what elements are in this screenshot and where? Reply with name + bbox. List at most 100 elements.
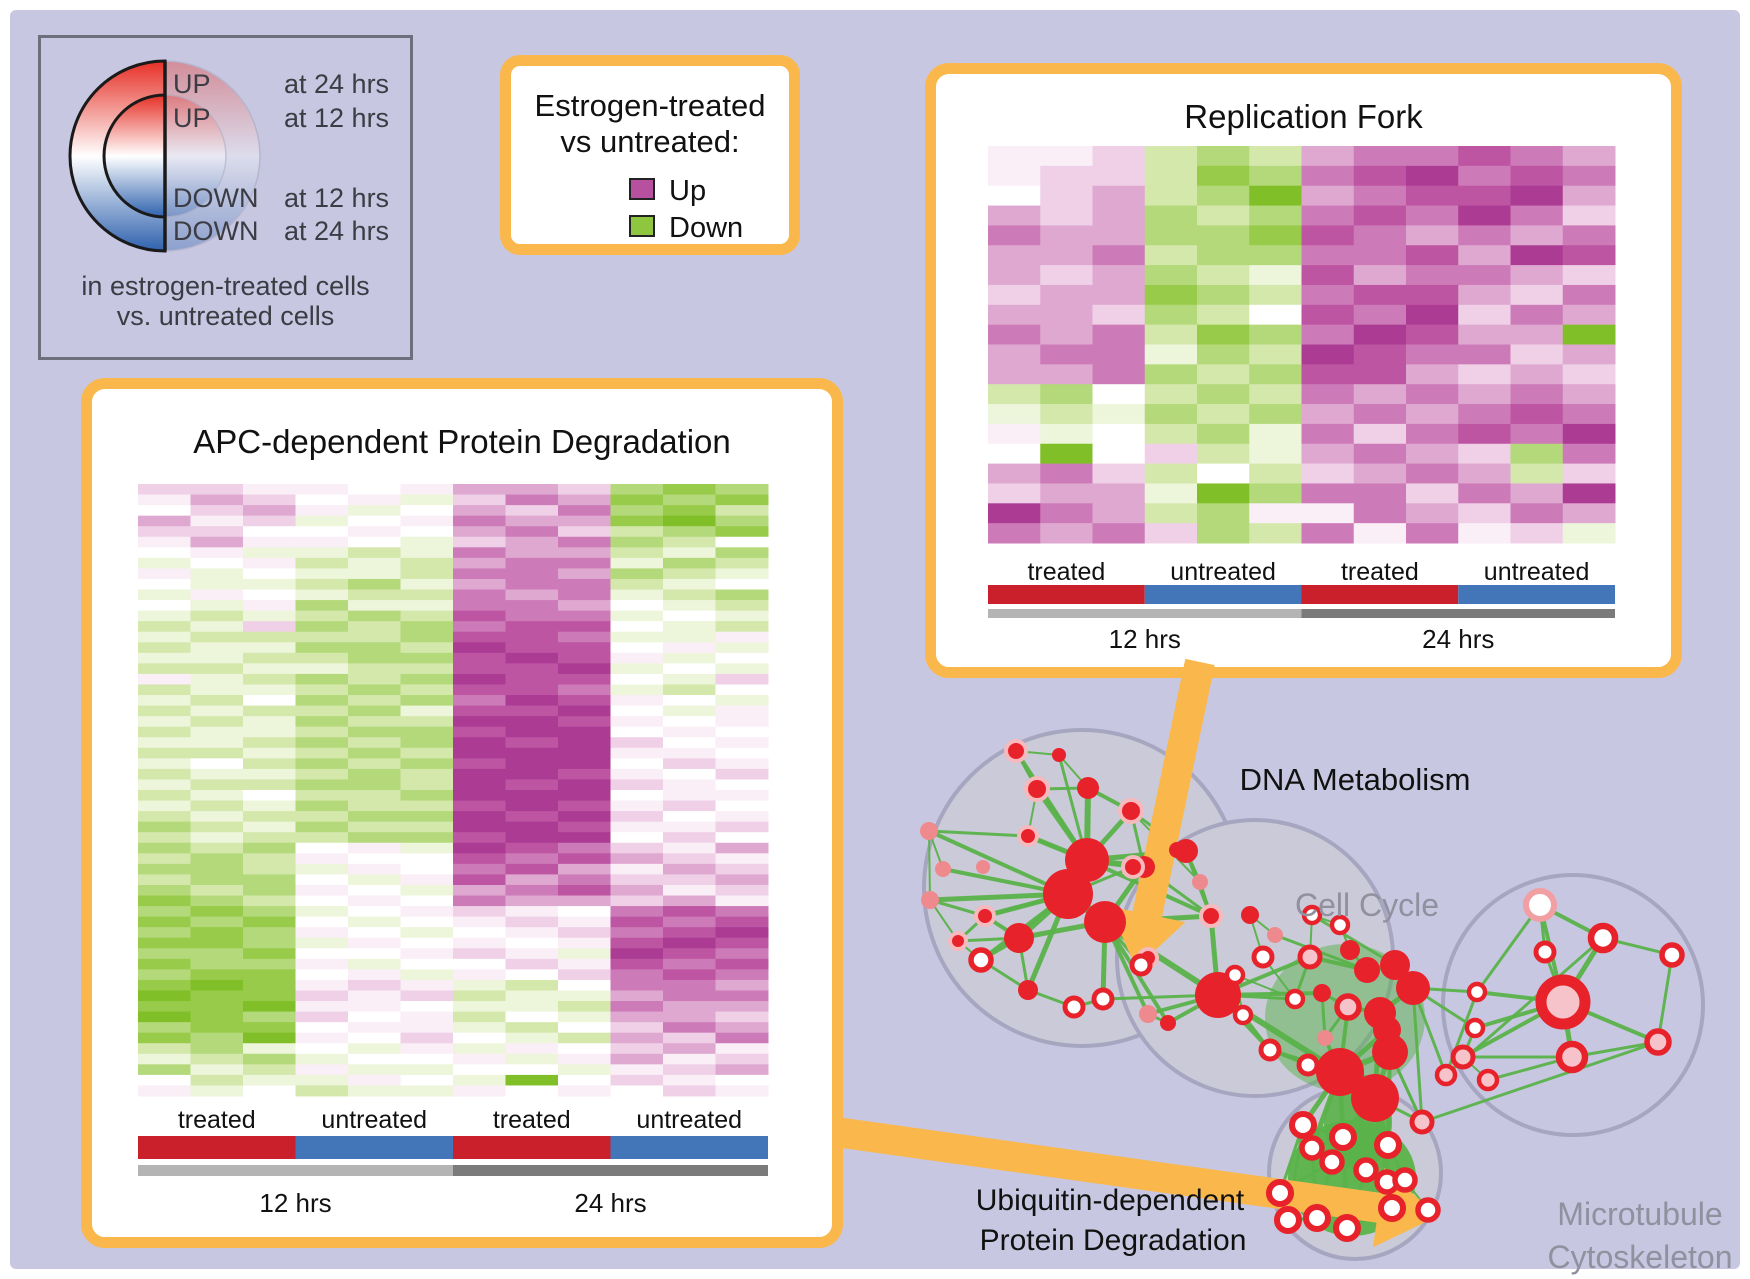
edge-density-mass: [1324, 1074, 1392, 1170]
network-edge: [1208, 913, 1221, 998]
figure-background: UP at 24 hrs UP at 12 hrs DOWN at 12 hrs…: [10, 10, 1740, 1275]
network-edge: [1014, 749, 1039, 791]
network-edge: [1461, 1026, 1477, 1059]
gene-set-node: [1373, 1016, 1401, 1044]
network-edge: [1561, 1000, 1660, 1044]
network-edge: [1132, 849, 1178, 868]
network-edge: [1301, 1123, 1314, 1150]
network-edge: [1538, 903, 1565, 1004]
network-edge: [1103, 920, 1143, 967]
gene-set-node: [1329, 914, 1351, 936]
legend-footer-line2: vs. untreated cells: [116, 301, 335, 331]
gene-set-node: [1024, 776, 1050, 802]
network-edge: [1411, 986, 1479, 994]
gene-set-node: [1129, 953, 1153, 977]
legend-time: at 12 hrs: [284, 183, 390, 213]
gene-set-node: [974, 905, 996, 927]
network-edge: [1293, 955, 1312, 1001]
estrogen-legend: Estrogen-treated vs untreated: Up Down: [500, 55, 800, 255]
network-edge: [1086, 786, 1133, 813]
network-edge: [957, 940, 982, 961]
network-edge: [1129, 809, 1146, 869]
legend-dir: DOWN: [173, 183, 259, 213]
network-edge: [1025, 891, 1071, 993]
network-edge: [1388, 1050, 1424, 1124]
estrogen-legend-title-line2: vs untreated:: [560, 124, 740, 159]
edge-density-mass: [1265, 944, 1425, 1092]
gene-set-node: [1555, 1040, 1589, 1074]
network-edge: [1016, 891, 1071, 941]
gene-set-node: [1319, 1149, 1345, 1175]
network-edge: [1315, 1160, 1334, 1220]
panel-apc-heatmap: [81, 378, 843, 1248]
network-edge: [1341, 1135, 1349, 1230]
network-edge: [956, 914, 987, 943]
network-edge: [1278, 1123, 1305, 1195]
network-edge: [1085, 858, 1213, 918]
network-edge: [1386, 1050, 1392, 1147]
network-edge: [1341, 1135, 1390, 1147]
network-edge: [1345, 1206, 1394, 1230]
network-edge: [1103, 920, 1150, 1016]
gene-set-node: [1288, 1110, 1318, 1140]
gene-set-node: [1004, 739, 1028, 763]
network-edge: [1339, 924, 1351, 951]
panel-replication-fork-heatmap: [925, 63, 1682, 678]
gene-set-node: [1195, 972, 1241, 1018]
network-edge: [1310, 1146, 1334, 1164]
network-edge: [1142, 849, 1188, 869]
gene-set-node: [1018, 980, 1038, 1000]
network-edge: [1310, 913, 1397, 967]
gene-set-node: [1265, 1178, 1295, 1208]
gene-set-node: [1299, 1135, 1325, 1161]
network-edge: [1337, 1027, 1390, 1075]
gene-set-node: [1121, 855, 1145, 879]
network-edge: [1601, 936, 1674, 957]
network-edge: [1215, 992, 1343, 1075]
network-edge: [929, 899, 959, 942]
network-edge: [1102, 919, 1221, 998]
gene-set-node: [1077, 777, 1099, 799]
network-edge: [1377, 1010, 1393, 1055]
gene-set-node: [1377, 1193, 1407, 1223]
network-edge: [1058, 754, 1089, 789]
network-edge: [1560, 999, 1575, 1060]
network-edge: [1101, 993, 1220, 1001]
down-color-swatch: [629, 215, 655, 237]
gene-set-node: [1118, 798, 1144, 824]
estrogen-legend-title-line1: Estrogen-treated: [534, 88, 766, 123]
gene-set-node: [1062, 995, 1086, 1019]
network-edge: [928, 898, 987, 918]
gene-set-node: [1174, 839, 1198, 863]
network-edge: [927, 829, 1070, 896]
network-edge: [1411, 986, 1424, 1124]
gene-set-node: [1659, 942, 1685, 968]
network-edge: [1301, 1123, 1334, 1164]
network-edge: [1102, 864, 1147, 925]
network-edge: [1444, 990, 1479, 1077]
network-edge: [1391, 1207, 1429, 1211]
network-edge: [928, 830, 931, 901]
gene-set-node: [1328, 1122, 1358, 1152]
gene-set-node: [1523, 888, 1557, 922]
network-edge: [1103, 920, 1150, 960]
gene-set-node: [1169, 842, 1185, 858]
network-edge: [1420, 1040, 1660, 1124]
network-edge: [956, 936, 1021, 943]
gene-set-node: [1409, 1109, 1435, 1135]
network-edge: [1348, 948, 1369, 972]
network-edge: [1377, 1010, 1390, 1033]
network-edge: [1216, 993, 1297, 1001]
network-edge: [1216, 955, 1312, 997]
gene-set-node: [1354, 957, 1380, 983]
network-edge: [1166, 993, 1220, 1025]
network-edge: [1234, 974, 1296, 1000]
network-edge: [1034, 786, 1090, 863]
network-edge: [1311, 914, 1341, 926]
network-edge: [1373, 1096, 1389, 1184]
gene-set-node: [1084, 901, 1126, 943]
network-edge: [1309, 1069, 1343, 1151]
network-edge: [1538, 903, 1605, 940]
network-edge: [1278, 1160, 1334, 1195]
